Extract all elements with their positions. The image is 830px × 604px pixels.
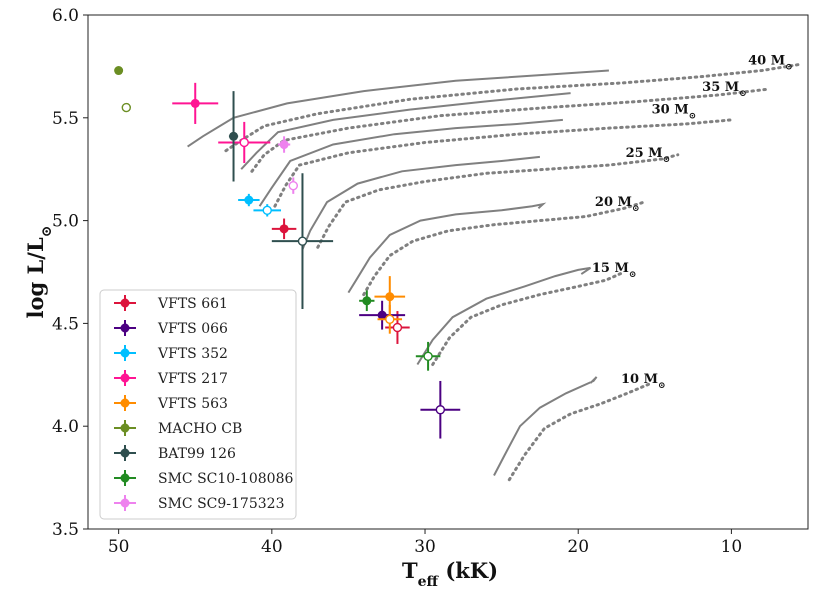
track-label-25-m: 25 M⊙	[626, 146, 671, 165]
legend-label-macho-cb: MACHO CB	[158, 421, 242, 437]
y-tick-label-4: 4.0	[52, 417, 79, 437]
x-tick-label-40: 40	[261, 537, 283, 557]
legend: VFTS 661 VFTS 066 VFTS 352 VFTS 217 VFTS 563…	[99, 289, 297, 520]
track-solid-15-m	[416, 266, 592, 366]
x-tick-label-10: 10	[721, 537, 743, 557]
track-solid-40-m	[187, 69, 609, 148]
track-dotted-20-m	[362, 200, 646, 297]
bat99-126-open-point	[297, 236, 308, 246]
legend-label-smc-sc9-175323: SMC SC9-175323	[158, 496, 284, 512]
track-dotted-40-m	[224, 62, 802, 153]
legend-label-vfts-661: VFTS 661	[157, 296, 228, 312]
legend-marker-vfts-352-dot	[120, 348, 130, 358]
legend-label-smc-sc10-108086: SMC SC10-108086	[158, 471, 293, 487]
legend-marker-smc-sc10-108086-dot	[120, 473, 130, 483]
track-dotted-10-m	[507, 381, 654, 482]
smc-sc9-175323-filled-point	[279, 140, 289, 150]
vfts-352-open-point	[262, 205, 272, 216]
legend-label-vfts-352: VFTS 352	[157, 346, 228, 362]
x-tick-label-20: 20	[567, 537, 589, 557]
legend-frame	[99, 289, 297, 520]
vfts-661-filled-point	[279, 224, 289, 234]
legend-label-bat99-126: BAT99 126	[158, 446, 236, 462]
track-dotted-35-m	[250, 87, 772, 173]
track-dotted-30-m	[273, 118, 733, 208]
x-axis-label: Teff (kK)	[402, 558, 498, 590]
smc-sc10-108086-open-point	[423, 351, 433, 361]
smc-sc9-175323-open-point	[288, 180, 298, 191]
track-label-20-m: 20 M⊙	[595, 195, 640, 214]
y-tick-label-5-5: 5.5	[52, 109, 79, 129]
track-solid-20-m	[347, 202, 547, 294]
y-tick-label-4-5: 4.5	[52, 314, 79, 334]
legend-marker-vfts-066-dot	[120, 323, 130, 333]
track-dotted-25-m	[316, 153, 680, 249]
smc-sc10-108086-filled-point	[362, 296, 372, 306]
vfts-352-filled-point	[244, 195, 254, 205]
legend-marker-bat99-126-dot	[120, 448, 130, 458]
track-dotted-15-m	[431, 270, 626, 366]
y-tick-label-3-5: 3.5	[52, 520, 79, 540]
data-points	[114, 66, 461, 439]
track-label-30-m: 30 M⊙	[652, 103, 697, 122]
track-label-10-m: 10 M⊙	[621, 372, 666, 391]
vfts-563-filled-point	[385, 292, 395, 302]
legend-label-vfts-066: VFTS 066	[157, 321, 228, 337]
vfts-066-open-point	[435, 405, 446, 415]
y-axis-label: log L/L⊙	[23, 226, 55, 319]
legend-marker-vfts-661-dot	[120, 298, 130, 308]
track-label-40-m: 40 M⊙	[748, 53, 793, 72]
bat99-126-filled-point	[229, 131, 239, 141]
y-tick-label-5: 5.0	[52, 212, 79, 232]
vfts-217-filled-point	[190, 98, 200, 108]
track-solid-35-m	[240, 92, 571, 170]
y-tick-label-6: 6.0	[52, 6, 79, 26]
legend-label-vfts-563: VFTS 563	[157, 396, 228, 412]
legend-marker-smc-sc9-175323-dot	[120, 498, 130, 508]
track-labels: 10 M⊙ 15 M⊙ 20 M⊙ 25 M⊙ 30 M⊙ 35 M⊙40 M⊙	[592, 53, 793, 391]
track-solid-30-m	[258, 118, 563, 207]
plot-area-frame	[87, 14, 809, 530]
legend-marker-macho-cb-dot	[120, 423, 130, 433]
macho-cb-filled-point	[114, 66, 124, 76]
track-label-15-m: 15 M⊙	[592, 261, 637, 280]
legend-label-vfts-217: VFTS 217	[157, 371, 228, 387]
legend-marker-vfts-563-dot	[120, 398, 130, 408]
evolutionary-tracks	[187, 62, 802, 482]
legend-entries: VFTS 661 VFTS 066 VFTS 352 VFTS 217 VFTS 563…	[114, 295, 293, 512]
macho-cb-open-point	[121, 102, 131, 113]
vfts-661-open-point	[392, 322, 403, 333]
legend-marker-vfts-217-dot	[120, 373, 130, 383]
vfts-563-open-point	[385, 314, 395, 324]
x-tick-label-30: 30	[414, 537, 436, 557]
vfts-217-open-point	[239, 137, 249, 148]
track-solid-10-m	[493, 376, 598, 476]
vfts-066-filled-point	[377, 310, 387, 320]
track-label-35-m: 35 M⊙	[702, 80, 747, 99]
x-tick-label-50: 50	[108, 537, 130, 557]
axis-ticks: 50 40 30 20 10 3.5 4.0 4.5 5.0 5.5 6.0	[52, 6, 742, 557]
track-solid-25-m	[301, 155, 541, 250]
